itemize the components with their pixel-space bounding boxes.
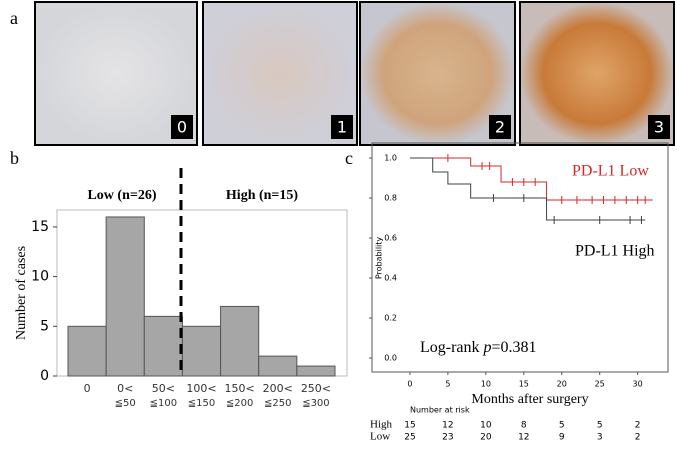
logrank-part: Log-rank — [420, 339, 484, 356]
x-tick-label: ≦150 — [188, 398, 215, 409]
legend-label: PD-L1 High — [575, 243, 655, 260]
x-tick-label: 200< — [263, 382, 293, 395]
km-curve — [409, 157, 646, 221]
x-tick-label: ≦100 — [150, 398, 177, 409]
y-axis-label: Probability — [375, 237, 384, 280]
risk-value: 2 — [635, 421, 641, 431]
risk-value: 3 — [597, 433, 603, 443]
annotation: Low (n=26) — [87, 188, 156, 203]
x-tick-label: 15 — [519, 380, 529, 389]
image-label: 0 — [177, 118, 187, 137]
panel-label: c — [345, 148, 353, 168]
logrank-part: =0.381 — [492, 339, 537, 356]
x-tick-label: 50< — [152, 382, 175, 395]
x-tick-label: 250< — [301, 382, 331, 395]
y-tick-label: 0.6 — [384, 234, 397, 243]
x-axis-label: Months after surgery — [471, 392, 588, 407]
image — [34, 1, 198, 146]
risk-value: 10 — [480, 421, 492, 431]
label-box — [171, 115, 193, 139]
x-tick-label: 10 — [481, 380, 491, 389]
plot-frame — [371, 142, 669, 373]
km-curve — [409, 157, 653, 201]
x-tick-label: 0 — [407, 380, 412, 389]
risk-row-label: High — [370, 419, 393, 431]
risk-value: 5 — [559, 421, 565, 431]
y-tick-label: 0 — [40, 368, 49, 384]
x-tick-label: 0 — [84, 382, 91, 395]
risk-value: 23 — [442, 433, 453, 443]
risk-title: Number at risk — [410, 406, 470, 415]
risk-row-label: Low — [370, 431, 390, 443]
image-label: 3 — [654, 118, 664, 137]
risk-value: 12 — [442, 421, 453, 431]
y-tick-label: 0.0 — [384, 354, 397, 363]
y-tick-label: 10 — [31, 269, 49, 285]
image-label: 1 — [337, 118, 347, 137]
y-tick-label: 0.8 — [384, 194, 397, 203]
bar — [143, 315, 183, 377]
y-axis-label: Number of cases — [14, 246, 29, 340]
legend-label: PD-L1 Low — [572, 163, 649, 180]
x-tick-label: ≦50 — [115, 398, 136, 409]
x-tick-label: 100< — [186, 382, 216, 395]
x-tick-label: 30 — [633, 380, 643, 389]
panel-label: a — [10, 8, 18, 28]
x-tick-label: 150< — [225, 382, 255, 395]
x-tick-label: 0< — [117, 382, 133, 395]
logrank-annotation: Log-rank p=0.381 — [420, 339, 537, 356]
y-tick-label: 0.2 — [384, 314, 397, 323]
x-tick-label: 20 — [557, 380, 567, 389]
y-tick-label: 1.0 — [384, 154, 397, 163]
annotation: High (n=15) — [226, 188, 298, 203]
risk-value: 12 — [518, 433, 529, 443]
bar — [258, 355, 298, 377]
micrographs — [34, 1, 675, 146]
risk-value: 2 — [635, 433, 641, 443]
bar — [105, 216, 145, 377]
bar — [67, 325, 107, 377]
panel-label: b — [10, 148, 19, 168]
risk-value: 8 — [521, 421, 527, 431]
x-tick-label: 25 — [595, 380, 605, 389]
y-tick-label: 5 — [40, 318, 49, 334]
x-tick-label: ≦300 — [302, 398, 329, 409]
x-tick-label: 5 — [445, 380, 450, 389]
bar — [181, 325, 222, 377]
image-label: 2 — [495, 118, 505, 137]
x-tick-label: ≦250 — [264, 398, 291, 409]
bar — [220, 305, 260, 377]
label-box — [489, 115, 511, 139]
risk-value: 9 — [559, 433, 565, 443]
risk-value: 20 — [480, 433, 492, 443]
risk-value: 15 — [404, 421, 415, 431]
label-box — [331, 115, 353, 139]
bar — [296, 365, 336, 377]
y-tick-label: 0.4 — [384, 274, 397, 283]
risk-value: 5 — [597, 421, 603, 431]
label-box — [648, 115, 670, 139]
logrank-part: p — [483, 339, 492, 356]
risk-value: 25 — [404, 433, 415, 443]
x-tick-label: ≦200 — [226, 398, 253, 409]
y-tick-label: 15 — [31, 219, 49, 235]
